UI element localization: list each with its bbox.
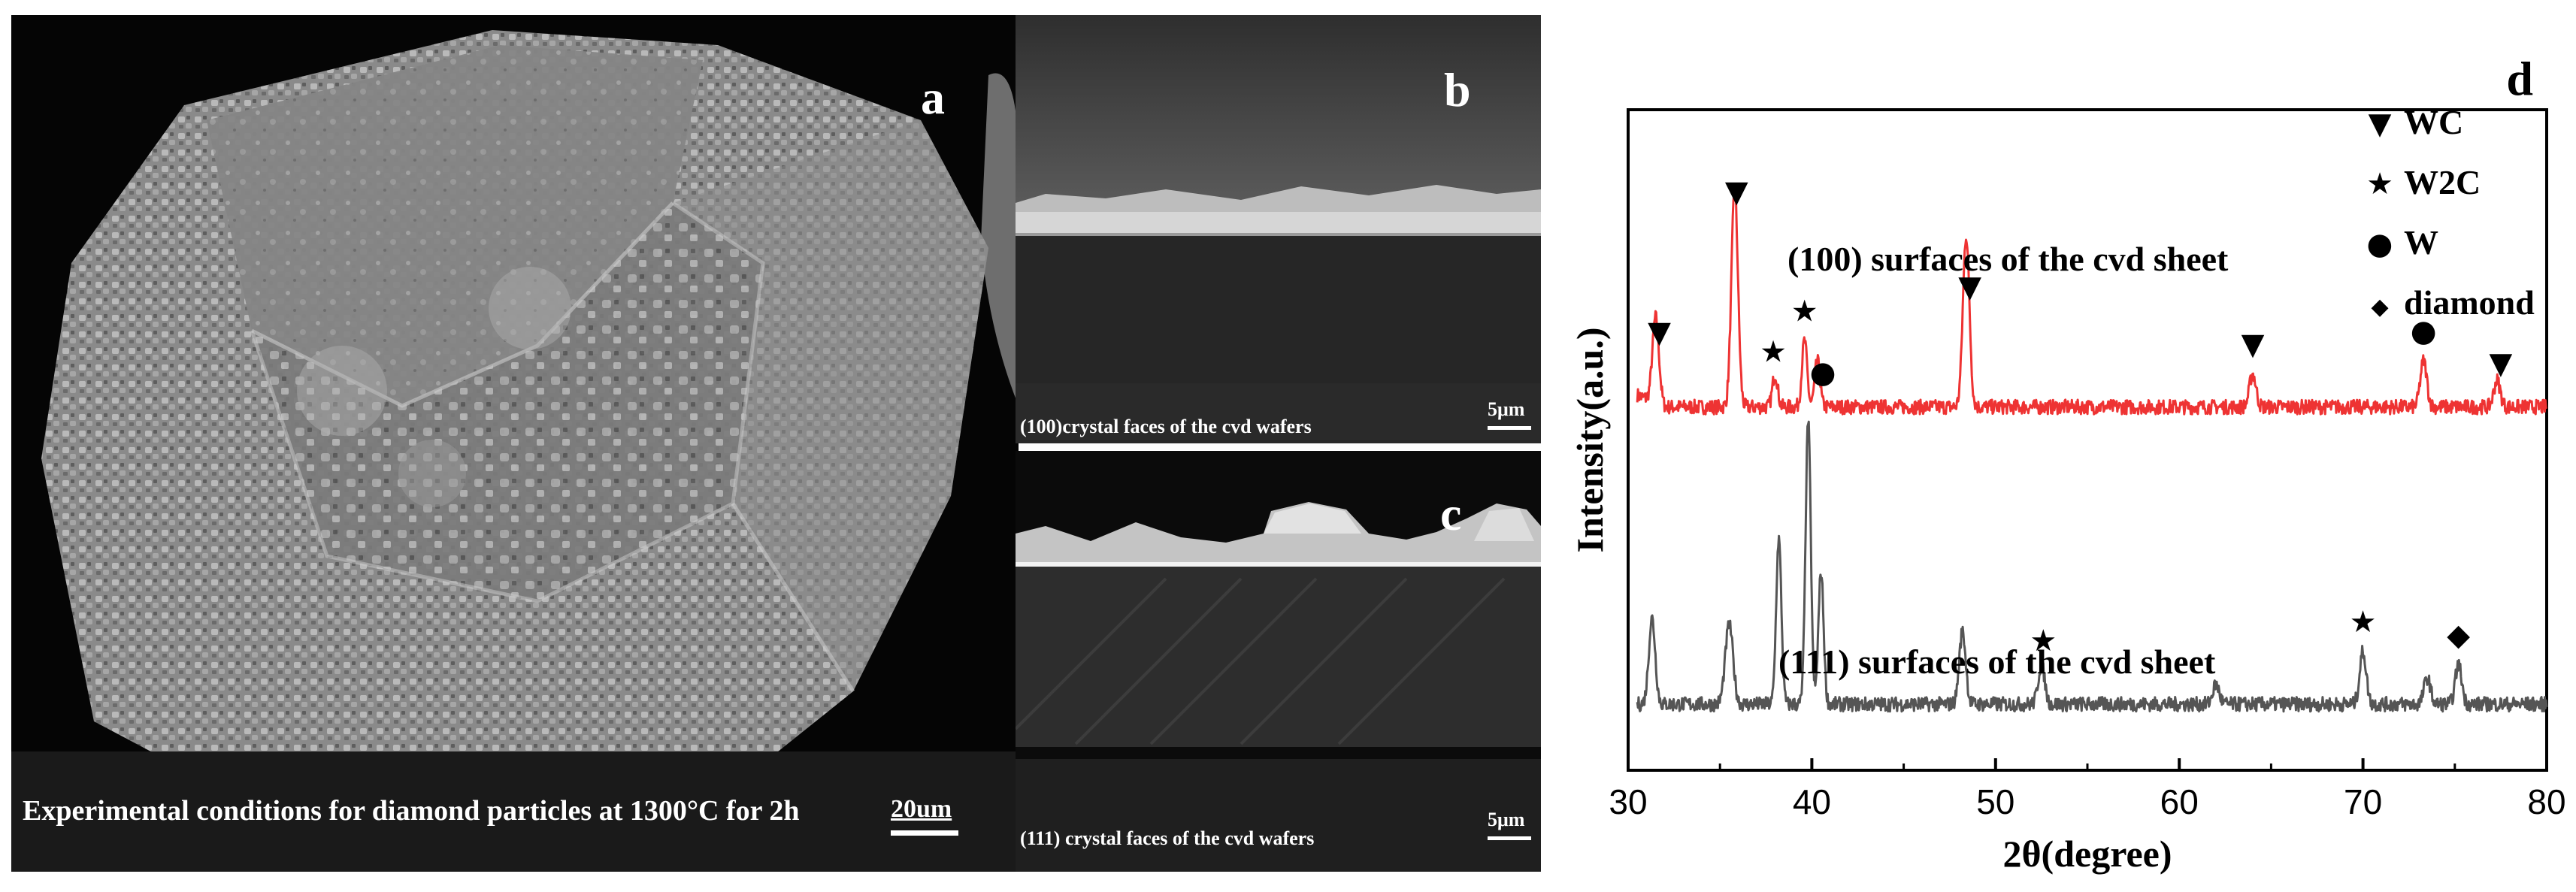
legend-symbol: ▼ [2369, 107, 2392, 141]
peak-marker: ◆ [2447, 618, 2470, 652]
panel-a-scale-label: 20um [891, 795, 952, 823]
series-label-2: (111) surfaces of the cvd sheet [1778, 643, 2216, 681]
panel-a-caption-bar [11, 751, 1019, 872]
panel-c-scale-line [1488, 836, 1531, 840]
panel-c-scalebar: 5μm [1488, 810, 1534, 840]
series-line-2 [1636, 420, 2548, 713]
panel-c-sem-image [1016, 451, 1541, 872]
panel-a-scale-line [891, 830, 958, 836]
peak-marker: ★ [1791, 295, 1818, 329]
peak-marker: ▼ [1725, 174, 1748, 209]
legend-label: WC [2404, 103, 2463, 141]
series-line-1 [1636, 189, 2547, 416]
legend-symbol: ★ [2366, 167, 2393, 201]
peak-marker: ★ [2030, 624, 2057, 658]
peak-marker: ● [1810, 355, 1836, 390]
panel-c-letter: c [1440, 487, 1462, 540]
peak-marker: ▼ [1648, 315, 1671, 349]
peak-marker: ● [2411, 314, 2437, 349]
x-tick-label: 30 [1609, 782, 1647, 821]
panel-d-letter: d [2506, 52, 2533, 105]
peak-marker: ★ [2350, 605, 2377, 640]
panel-d-xrd-chart: 30 40 50 60 70 80 2θ(degree) Intensity(a.u.) (10… [1548, 0, 2576, 892]
panel-b-scalebar: 5μm [1488, 400, 1534, 430]
peak-marker: ▼ [1958, 270, 1981, 304]
panel-b-caption: (100)crystal faces of the cvd wafers [1020, 416, 1312, 437]
legend-symbol: ● [2367, 227, 2393, 262]
xrd-chart-svg: 30 40 50 60 70 80 2θ(degree) Intensity(a.u.) (10… [1569, 52, 2566, 875]
panel-b-scale-label: 5μm [1488, 398, 1525, 420]
series-label-1: (100) surfaces of the cvd sheet [1787, 240, 2229, 278]
panel-b-scale-line [1488, 426, 1531, 430]
x-tick-label: 60 [2160, 782, 2199, 821]
panel-a-letter: a [921, 71, 945, 124]
panel-c-caption: (111) crystal faces of the cvd wafers [1020, 827, 1315, 849]
panel-b: b (100)crystal faces of the cvd wafers 5… [1016, 15, 1541, 443]
peak-marker: ▼ [2242, 328, 2265, 362]
legend-label: diamond [2404, 283, 2535, 322]
panel-a: a Experimental conditions for diamond pa… [11, 15, 1019, 872]
panel-c-scale-label: 5μm [1488, 809, 1525, 830]
legend-label: W [2404, 223, 2438, 262]
panel-a-sem-image [11, 15, 1019, 872]
panel-b-letter: b [1444, 63, 1471, 116]
x-axis-label: 2θ(degree) [2002, 833, 2172, 875]
legend-symbol: ◆ [2371, 294, 2388, 320]
x-tick-label: 80 [2527, 782, 2565, 821]
x-tick-label: 40 [1793, 782, 1831, 821]
peak-marker: ★ [1760, 334, 1787, 369]
panel-a-scalebar: 20um [891, 797, 973, 836]
y-axis-label: Intensity(a.u.) [1569, 327, 1611, 552]
legend-label: W2C [2404, 163, 2481, 201]
x-tick-label: 70 [2344, 782, 2382, 821]
panel-b-sem-image [1016, 15, 1541, 443]
panel-a-caption: Experimental conditions for diamond part… [23, 795, 800, 827]
x-tick-label: 50 [1976, 782, 2014, 821]
panel-c: c (111) crystal faces of the cvd wafers … [1016, 451, 1541, 872]
peak-marker: ▼ [2490, 346, 2513, 381]
